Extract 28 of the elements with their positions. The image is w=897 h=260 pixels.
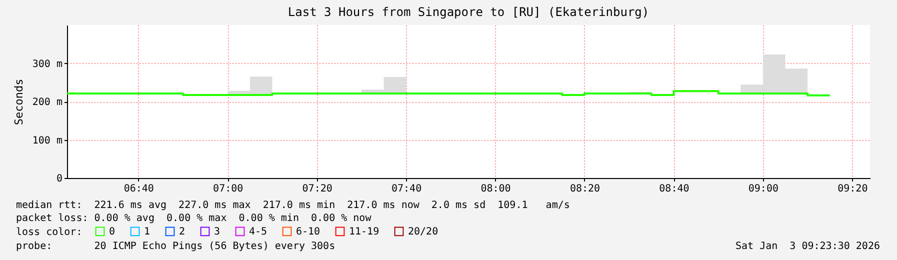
- legend-label: 6-10: [296, 226, 320, 238]
- legend-label: 0: [109, 226, 116, 238]
- y-tick-label: 0: [56, 174, 62, 184]
- x-tick-label: 09:00: [748, 184, 778, 194]
- legend-label: 20/20: [408, 226, 438, 238]
- x-tick-label: 06:40: [124, 184, 154, 194]
- y-axis-title: Seconds: [12, 78, 26, 126]
- text: probe: 20 ICMP Echo Pings (56 Bytes) every 300s: [16, 241, 336, 252]
- text: median rtt: 221.6 ms avg 227.0 ms max 217.0 ms min 217.0 ms now 2.0 ms sd 109.1 am/s: [16, 200, 570, 211]
- legend-title: loss color:: [16, 227, 82, 238]
- y-tick-label: 100 m: [32, 135, 62, 146]
- legend-label: 4-5: [249, 226, 268, 238]
- x-tick-label: 08:00: [480, 184, 511, 194]
- legend-label: 1: [144, 226, 150, 238]
- text: packet loss: 0.00 % avg 0.00 % max 0.00 % min 0.00 % now: [16, 213, 372, 224]
- x-tick-label: 07:00: [213, 184, 244, 194]
- legend-label: 11-19: [349, 226, 380, 238]
- y-tick-label: 300 m: [32, 58, 62, 70]
- x-tick-label: 08:20: [570, 184, 600, 194]
- legend-label: 2: [179, 226, 186, 238]
- x-tick-label: 07:40: [391, 184, 422, 194]
- x-tick-label: 07:20: [302, 184, 332, 194]
- text: Sat Jan 3 09:23:30 2026: [736, 241, 880, 252]
- chart-title: Last 3 Hours from Singapore to [RU] (Ekaterinburg): [288, 5, 650, 19]
- legend-label: 3: [214, 226, 220, 238]
- x-tick-label: 09:20: [838, 184, 868, 194]
- y-tick-label: 200 m: [32, 97, 62, 108]
- x-tick-label: 08:40: [659, 184, 690, 194]
